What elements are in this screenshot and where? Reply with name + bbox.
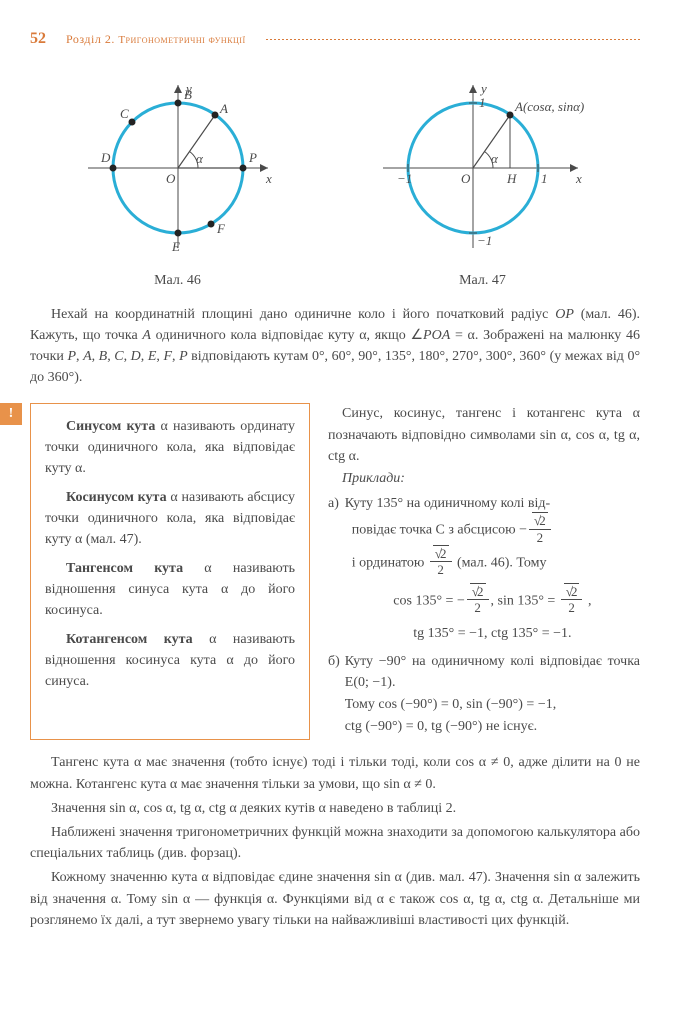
svg-text:D: D [100,150,111,165]
body-p3: Наближені значення тригонометричних функ… [30,822,640,865]
attention-marker: ! [0,403,22,425]
svg-text:A: A [219,101,228,116]
svg-text:1: 1 [541,171,548,186]
svg-text:P: P [248,150,257,165]
svg-text:E: E [171,239,180,254]
page-header: 52 Розділ 2. Тригонометричні функції [30,30,640,48]
fig47-caption: Мал. 47 [363,273,603,289]
two-column-section: ! Синусом кута α називають ординату точк… [30,403,640,740]
header-divider [266,39,640,40]
svg-text:y: y [479,81,487,96]
svg-text:x: x [575,171,582,186]
page-number: 52 [30,30,46,48]
example-a: а)Куту 135° на одиничному колі від- пові… [328,493,640,645]
def-tan: Тангенсом кута α називають відношення си… [45,558,295,621]
body-p1: Тангенс кута α має значення (тобто існує… [30,752,640,795]
def-sin: Синусом кута α називають ординату точки … [45,416,295,479]
right-column: Синус, косинус, тангенс і котангенс кута… [328,403,640,740]
svg-text:C: C [120,106,129,121]
def-cot: Котангенсом кута α називають відношення … [45,629,295,692]
svg-text:−1: −1 [397,171,412,186]
figure-46: P A B C D E F O α x y Мал. 46 [68,73,288,289]
svg-text:α: α [196,151,204,166]
svg-text:O: O [461,171,471,186]
fig46-svg: P A B C D E F O α x y [68,73,288,263]
svg-text:O: O [166,171,176,186]
definitions-box: Синусом кута α називають ординату точки … [30,403,310,740]
svg-text:y: y [184,81,192,96]
figures-row: P A B C D E F O α x y Мал. 46 [30,73,640,289]
figure-47: A(cosα, sinα) O α H x y −1 1 1 −1 Мал. 4… [363,73,603,289]
def-cos: Косинусом кута α називають абсцису точки… [45,487,295,550]
fig46-caption: Мал. 46 [68,273,288,289]
svg-text:A(cosα, sinα): A(cosα, sinα) [514,99,584,114]
body-p4: Кожному значенню кута α відповідає єдине… [30,867,640,932]
svg-text:α: α [491,151,499,166]
svg-text:F: F [216,221,226,236]
section-title: Розділ 2. Тригонометричні функції [66,32,246,47]
fig47-svg: A(cosα, sinα) O α H x y −1 1 1 −1 [363,73,603,263]
eq-tg-ctg-135: tg 135° = −1, ctg 135° = −1. [345,623,640,645]
svg-text:1: 1 [479,95,486,110]
svg-text:−1: −1 [477,233,492,248]
svg-text:H: H [506,171,517,186]
right-intro: Синус, косинус, тангенс і котангенс кута… [328,403,640,468]
body-p2: Значення sin α, cos α, tg α, ctg α деяки… [30,798,640,820]
examples-label: Приклади: [328,468,640,490]
intro-paragraph: Нехай на координатній площині дано одини… [30,304,640,388]
eq-cos-sin-135: cos 135° = −22, sin 135° = 22 , [345,585,640,617]
svg-text:x: x [265,171,272,186]
example-b: б)Куту −90° на одиничному колі відповіда… [328,651,640,738]
